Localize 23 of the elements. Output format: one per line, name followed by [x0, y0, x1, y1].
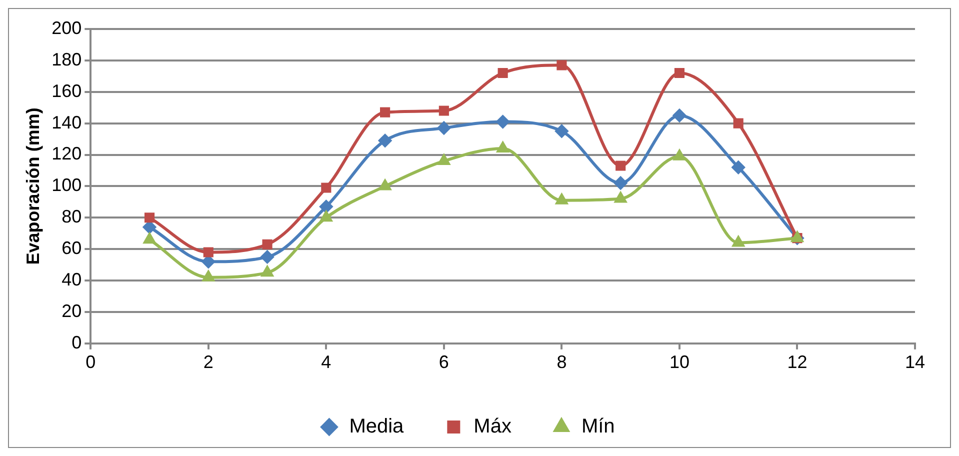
- x-tick-label: 2: [203, 352, 214, 372]
- y-tick-label: 180: [52, 49, 82, 70]
- x-tick-label: 8: [556, 352, 567, 372]
- x-tick-label: 14: [904, 352, 926, 372]
- x-tick-label: 0: [86, 352, 96, 372]
- y-tick-label: 80: [62, 206, 82, 227]
- legend-label: Mín: [581, 416, 615, 438]
- x-tick-label: 12: [787, 352, 808, 372]
- y-tick-label: 200: [52, 18, 82, 38]
- y-tick-label: 20: [62, 300, 82, 321]
- y-tick-label: 60: [62, 238, 82, 258]
- y-tick-label: 100: [52, 175, 82, 196]
- x-tick-label: 10: [669, 352, 690, 372]
- y-tick-label: 140: [52, 112, 82, 132]
- y-axis-title: Evaporación (mm): [22, 108, 43, 265]
- legend-label: Máx: [474, 416, 512, 438]
- x-tick-label: 4: [321, 352, 332, 372]
- y-tick-label: 40: [62, 269, 82, 290]
- y-tick-label: 0: [72, 332, 82, 352]
- legend-label: Media: [349, 416, 405, 438]
- y-tick-label: 160: [52, 80, 82, 101]
- y-tick-label: 120: [52, 144, 82, 164]
- x-tick-label: 6: [438, 352, 449, 372]
